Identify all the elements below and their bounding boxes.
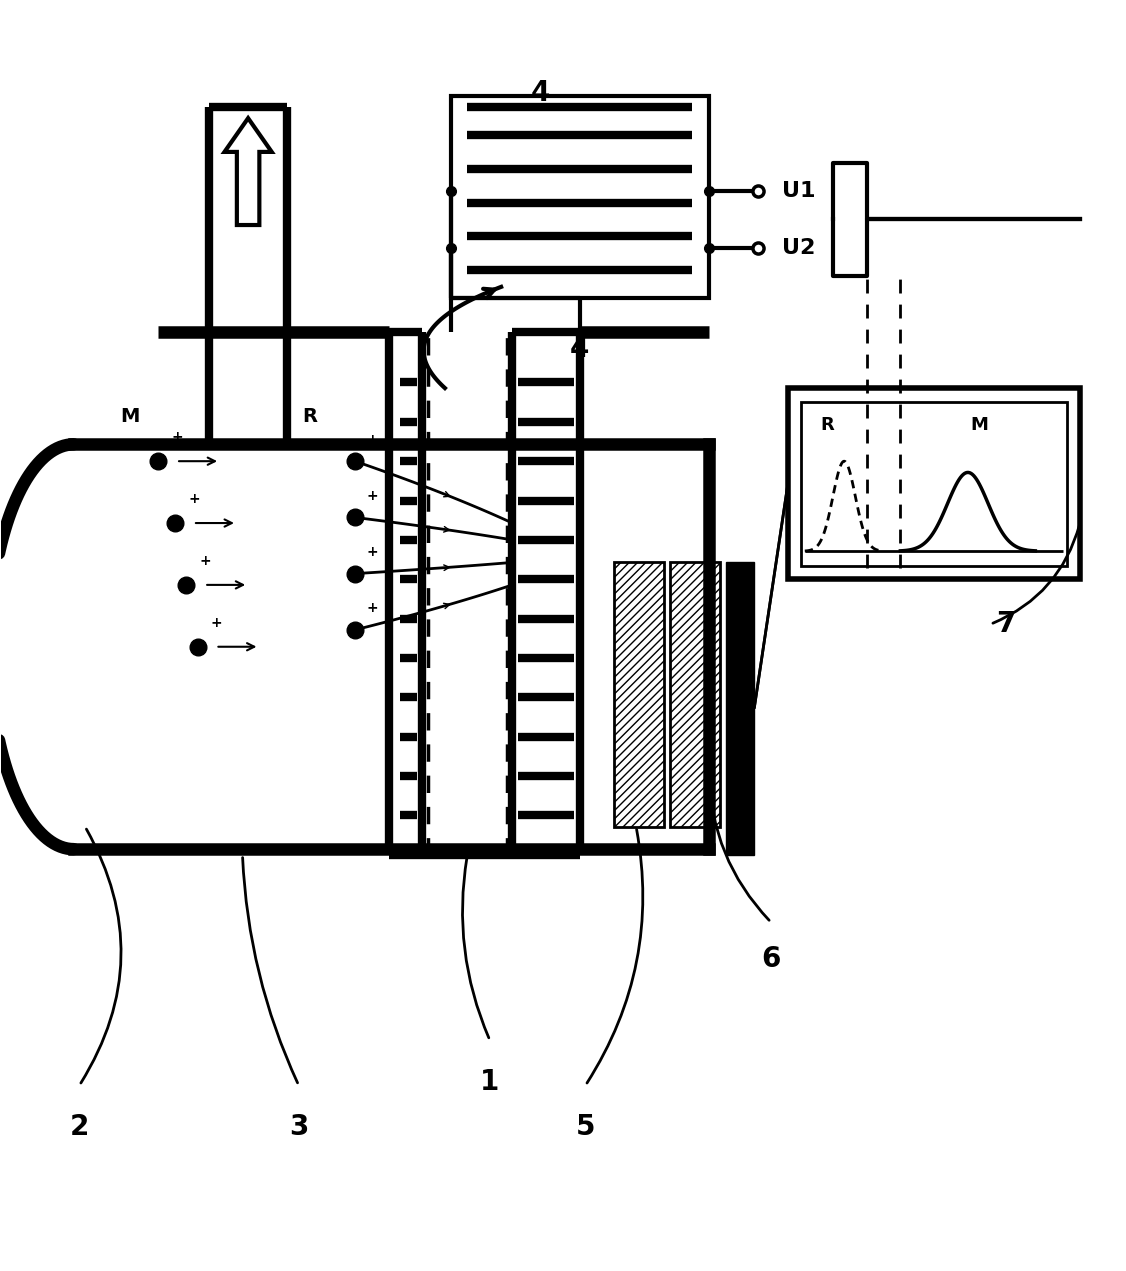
Text: 7: 7 <box>997 610 1016 638</box>
Text: R: R <box>821 416 834 435</box>
Text: +: + <box>366 489 378 503</box>
Text: M: M <box>120 407 140 426</box>
Bar <box>614 562 664 826</box>
Bar <box>670 562 721 826</box>
Text: +: + <box>171 431 184 445</box>
Text: +: + <box>366 601 378 615</box>
Bar <box>726 562 754 855</box>
Text: 3: 3 <box>289 1113 309 1141</box>
Text: +: + <box>188 492 200 506</box>
Bar <box>450 95 709 299</box>
Text: 4: 4 <box>530 79 551 107</box>
Text: 1: 1 <box>481 1069 500 1097</box>
Text: 5: 5 <box>575 1113 596 1141</box>
Bar <box>788 388 1080 580</box>
Text: 2: 2 <box>70 1113 89 1141</box>
Text: +: + <box>366 545 378 559</box>
Text: +: + <box>211 616 223 630</box>
Text: M: M <box>971 416 988 435</box>
Text: U2: U2 <box>783 238 815 258</box>
Text: +: + <box>366 432 378 446</box>
Text: R: R <box>303 407 318 426</box>
Text: 4: 4 <box>570 334 590 362</box>
Text: U1: U1 <box>783 182 816 201</box>
Text: +: + <box>199 554 212 568</box>
Text: 6: 6 <box>761 944 780 972</box>
Bar <box>802 402 1066 566</box>
Polygon shape <box>224 118 271 225</box>
